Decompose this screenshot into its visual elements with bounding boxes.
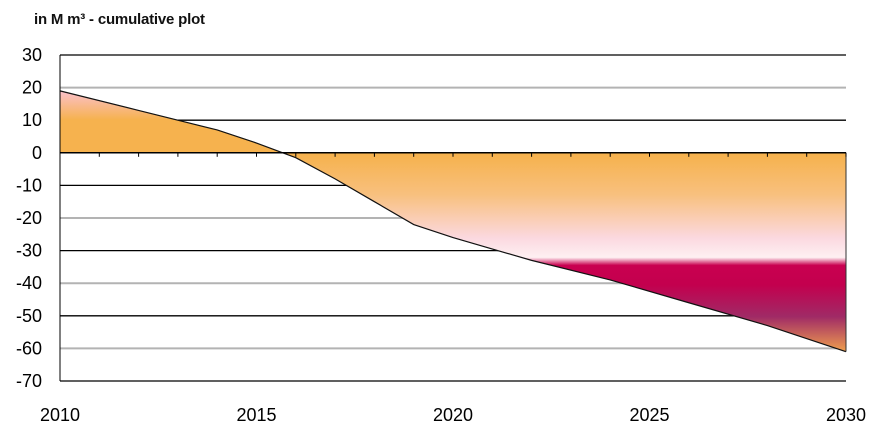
- x-tick-label: 2010: [40, 405, 80, 425]
- y-tick-label: 0: [32, 143, 42, 163]
- series-line: [59, 90, 847, 353]
- y-tick-label: -30: [16, 241, 42, 261]
- y-tick-label: -70: [16, 371, 42, 391]
- y-tick-label: -60: [16, 338, 42, 358]
- y-tick-label: -40: [16, 273, 42, 293]
- y-tick-label: 20: [22, 78, 42, 98]
- area-negative: [282, 152, 846, 352]
- axes: [59, 55, 847, 381]
- x-tick-label: 2020: [433, 405, 473, 425]
- chart-title: in M m³ - cumulative plot: [34, 11, 205, 28]
- x-tick-labels: 2010 2015 2020 2025 2030: [40, 405, 866, 425]
- y-tick-label: 30: [22, 45, 42, 65]
- x-tick-label: 2025: [629, 405, 669, 425]
- y-tick-label: -10: [16, 175, 42, 195]
- y-tick-label: -50: [16, 306, 42, 326]
- area-positive: [60, 90, 283, 153]
- y-tick-label: -20: [16, 208, 42, 228]
- y-tick-label: 10: [22, 110, 42, 130]
- area-series: [59, 90, 847, 353]
- x-tick-label: 2030: [826, 405, 866, 425]
- y-tick-labels: 30 20 10 0 -10 -20 -30 -40 -50 -60 -70: [16, 45, 42, 391]
- x-tick-label: 2015: [236, 405, 276, 425]
